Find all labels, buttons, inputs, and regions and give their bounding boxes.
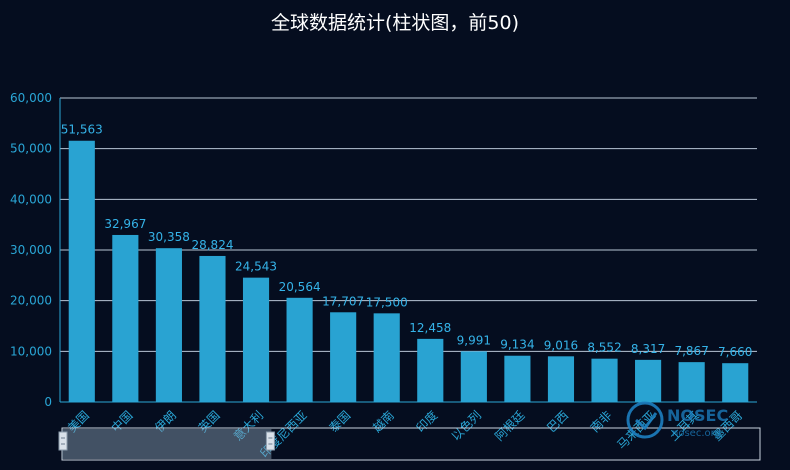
watermark-logo: NOSEC nosec.org [626, 401, 728, 439]
y-tick-label: 60,000 [10, 91, 52, 105]
data-label: 51,563 [61, 123, 103, 137]
data-label: 17,500 [366, 295, 408, 309]
watermark-text: NOSEC [667, 406, 728, 425]
bar[interactable] [417, 338, 444, 402]
data-label: 17,707 [322, 294, 364, 308]
data-label: 12,458 [409, 321, 451, 335]
bar[interactable] [722, 363, 749, 402]
bar[interactable] [373, 313, 400, 402]
x-tick-label: 阿根廷 [492, 408, 527, 443]
chart-title: 全球数据统计(柱状图，前50) [270, 12, 519, 34]
y-tick-label: 50,000 [10, 142, 52, 156]
data-label: 32,967 [104, 217, 146, 231]
zoom-selected-range[interactable] [62, 429, 272, 459]
x-tick-label: 泰国 [326, 408, 353, 435]
y-tick-label: 0 [44, 395, 52, 409]
zoom-handle-left[interactable] [58, 431, 68, 451]
watermark-subtext: nosec.org [672, 428, 721, 439]
data-zoom-slider[interactable] [58, 427, 761, 461]
bar[interactable] [242, 277, 270, 402]
data-label: 9,016 [544, 338, 578, 352]
data-label: 28,824 [191, 238, 233, 252]
bar[interactable] [635, 359, 662, 402]
data-label: 8,552 [587, 341, 621, 355]
bar[interactable] [68, 140, 95, 402]
data-label: 7,867 [674, 344, 708, 358]
bar[interactable] [155, 248, 182, 402]
bar[interactable] [112, 234, 139, 402]
y-tick-label: 20,000 [10, 294, 52, 308]
bar[interactable] [591, 358, 618, 402]
data-labels: 51,563 32,96730,35828,82424,54320,56417,7… [61, 123, 753, 359]
x-tick-label: 马来西亚 [614, 408, 658, 452]
data-label: 9,991 [457, 333, 491, 347]
x-tick-label: 巴西 [544, 408, 571, 435]
zoom-handle-right[interactable] [265, 431, 275, 451]
y-axis-ticks: 0 10,000 20,000 30,000 40,000 50,000 60,000 [10, 91, 52, 409]
data-label: 9,134 [500, 338, 534, 352]
data-label: 20,564 [279, 280, 321, 294]
x-tick-label: 越南 [369, 408, 397, 436]
y-tick-label: 40,000 [10, 192, 52, 206]
bar[interactable] [504, 355, 531, 402]
data-label: 30,358 [148, 230, 190, 244]
data-label: 24,543 [235, 260, 277, 274]
x-tick-label: 印度 [413, 408, 441, 436]
bar[interactable] [547, 356, 575, 402]
bar[interactable] [330, 312, 357, 402]
y-tick-label: 10,000 [10, 344, 52, 358]
bar[interactable] [286, 297, 313, 402]
x-tick-label: 南非 [587, 408, 615, 436]
grid-lines [60, 97, 757, 352]
bar[interactable] [460, 351, 487, 402]
data-label: 8,317 [631, 342, 665, 356]
bar[interactable] [199, 255, 226, 402]
bar[interactable] [678, 362, 705, 402]
y-tick-label: 30,000 [10, 243, 52, 257]
bars [68, 140, 749, 402]
x-tick-label: 以色列 [449, 408, 484, 443]
data-label: 7,660 [718, 345, 752, 359]
